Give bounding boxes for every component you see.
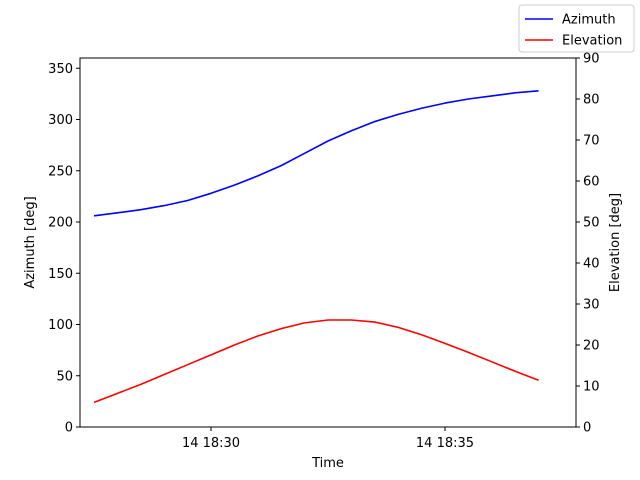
y-left-tick-label: 250 [48, 164, 73, 179]
y-left-axis-label: Azimuth [deg] [23, 196, 38, 288]
y-right-tick-label: 30 [583, 298, 600, 313]
y-left-tick-label: 350 [48, 62, 73, 77]
x-tick-label: 14 18:35 [416, 436, 474, 451]
y-left-tick-label: 50 [56, 369, 73, 384]
x-tick-label: 14 18:30 [182, 436, 240, 451]
y-right-tick-label: 60 [583, 175, 600, 190]
y-right-tick-label: 40 [583, 257, 600, 272]
y-right-tick-label: 90 [583, 52, 600, 67]
plot-frame [79, 57, 577, 428]
series-line-azimuth [93, 90, 539, 217]
x-axis-label: Time [311, 456, 344, 471]
y-left-tick-label: 200 [48, 216, 73, 231]
y-right-tick-label: 70 [583, 134, 600, 149]
legend-label-elevation: Elevation [562, 34, 622, 49]
y-right-tick-label: 80 [583, 93, 600, 108]
y-right-tick-label: 10 [583, 380, 600, 395]
y-left-tick-label: 150 [48, 267, 73, 282]
y-right-tick-label: 20 [583, 339, 600, 354]
y-right-tick-label: 50 [583, 216, 600, 231]
y-left-tick-label: 100 [48, 318, 73, 333]
y-right-tick-label: 0 [583, 421, 591, 436]
series-line-elevation [93, 319, 539, 404]
legend-label-azimuth: Azimuth [562, 13, 616, 28]
y-right-axis-label: Elevation [deg] [608, 193, 623, 292]
y-left-tick-label: 300 [48, 113, 73, 128]
y-left-tick-label: 0 [65, 421, 73, 436]
